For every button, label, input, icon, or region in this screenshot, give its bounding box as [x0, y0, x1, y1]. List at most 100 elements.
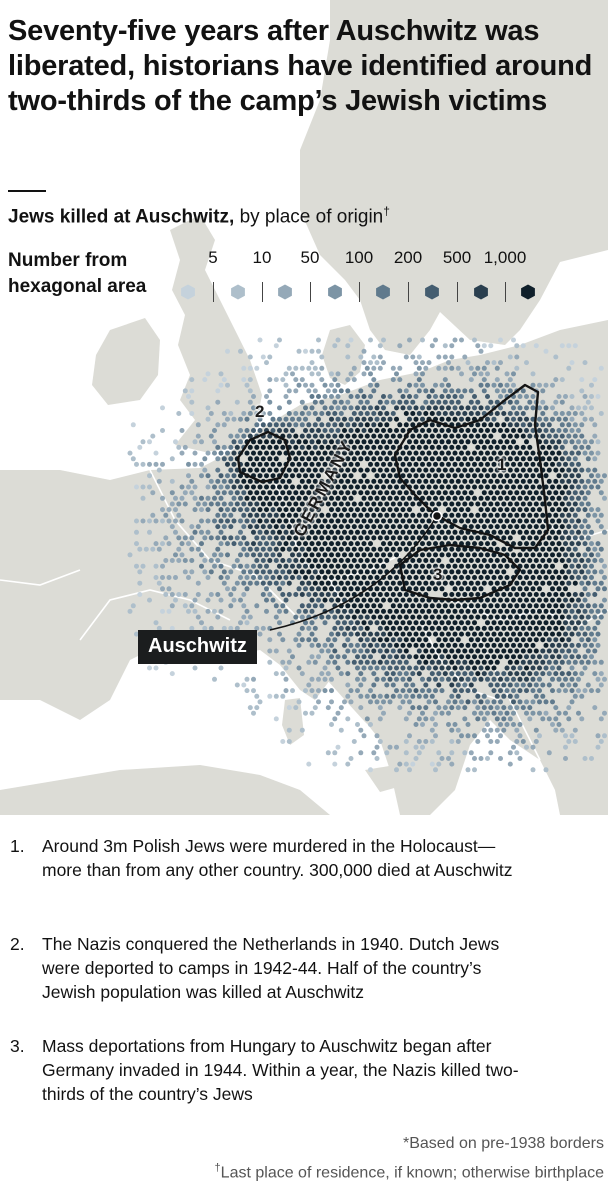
density-hex	[416, 580, 422, 586]
density-hex	[462, 388, 468, 394]
density-hex	[342, 552, 347, 558]
density-hex	[501, 558, 507, 563]
density-hex	[426, 360, 432, 366]
density-hex	[530, 575, 536, 580]
density-hex	[420, 688, 425, 694]
density-hex	[475, 659, 481, 665]
note-text: The Nazis conquered the Netherlands in 1…	[42, 934, 500, 1002]
density-hex	[446, 473, 451, 479]
density-hex	[533, 659, 539, 665]
density-hex	[293, 388, 299, 394]
density-hex	[413, 394, 419, 399]
density-hex	[312, 467, 318, 473]
density-hex	[238, 348, 243, 354]
density-hex	[540, 569, 546, 575]
density-hex	[436, 399, 442, 405]
density-hex	[459, 631, 464, 637]
density-hex	[429, 671, 435, 677]
density-hex	[429, 456, 435, 462]
density-hex	[381, 563, 386, 569]
density-hex	[494, 648, 500, 654]
density-hex	[540, 648, 546, 654]
density-hex	[303, 608, 308, 614]
density-hex	[134, 529, 139, 535]
density-hex	[134, 484, 139, 490]
density-hex	[595, 733, 601, 739]
density-hex	[290, 450, 295, 456]
density-hex	[527, 524, 533, 530]
density-hex	[361, 733, 367, 739]
density-hex	[234, 433, 240, 439]
density-hex	[390, 467, 396, 473]
density-hex	[598, 524, 604, 530]
density-hex	[520, 558, 526, 563]
density-hex	[309, 518, 315, 524]
density-hex	[140, 461, 146, 467]
density-hex	[527, 637, 533, 643]
density-hex	[576, 597, 581, 603]
density-hex	[283, 541, 289, 547]
density-hex	[569, 552, 575, 558]
density-hex	[481, 501, 487, 507]
density-hex	[410, 705, 416, 711]
density-hex	[332, 377, 338, 383]
density-hex	[251, 518, 256, 524]
density-hex	[566, 535, 572, 541]
density-hex	[465, 450, 471, 456]
density-hex	[449, 546, 455, 552]
density-hex	[530, 631, 536, 637]
density-hex	[468, 682, 474, 688]
density-hex	[455, 411, 461, 416]
density-hex	[462, 512, 468, 518]
density-hex	[127, 608, 133, 614]
density-hex	[312, 433, 318, 439]
density-hex	[563, 541, 568, 547]
density-hex	[420, 428, 425, 433]
density-hex	[296, 541, 302, 547]
density-hex	[192, 529, 198, 535]
density-hex	[322, 461, 328, 467]
density-hex	[543, 654, 549, 660]
density-hex	[494, 727, 500, 733]
density-hex	[507, 377, 513, 383]
density-hex	[335, 394, 341, 399]
density-hex	[377, 659, 383, 665]
density-hex	[299, 422, 305, 428]
density-hex	[299, 433, 305, 439]
density-hex	[550, 608, 555, 614]
density-hex	[377, 558, 383, 563]
density-hex	[319, 546, 325, 552]
density-hex	[507, 750, 513, 756]
density-hex	[348, 461, 354, 467]
density-hex	[459, 439, 464, 445]
density-hex	[254, 512, 260, 518]
density-hex	[585, 659, 591, 665]
density-hex	[316, 597, 321, 603]
density-hex	[312, 535, 318, 541]
density-hex	[361, 642, 367, 648]
density-hex	[582, 360, 588, 366]
density-hex	[179, 450, 185, 456]
density-hex	[403, 501, 409, 507]
density-hex	[299, 456, 305, 462]
density-hex	[481, 524, 487, 530]
density-hex	[472, 654, 477, 660]
density-hex	[485, 473, 490, 479]
density-hex	[550, 654, 555, 660]
density-hex	[559, 659, 565, 665]
density-hex	[247, 512, 253, 518]
density-hex	[462, 716, 468, 722]
density-hex	[576, 428, 581, 433]
density-hex	[442, 524, 448, 530]
density-hex	[260, 558, 266, 563]
density-hex	[475, 399, 481, 405]
density-hex	[501, 727, 507, 733]
density-hex	[309, 360, 315, 366]
density-hex	[140, 495, 146, 501]
density-hex	[364, 546, 370, 552]
density-hex	[381, 495, 386, 501]
density-hex	[299, 535, 305, 541]
density-hex	[254, 625, 260, 631]
density-hex	[381, 699, 386, 705]
density-hex	[254, 569, 260, 575]
